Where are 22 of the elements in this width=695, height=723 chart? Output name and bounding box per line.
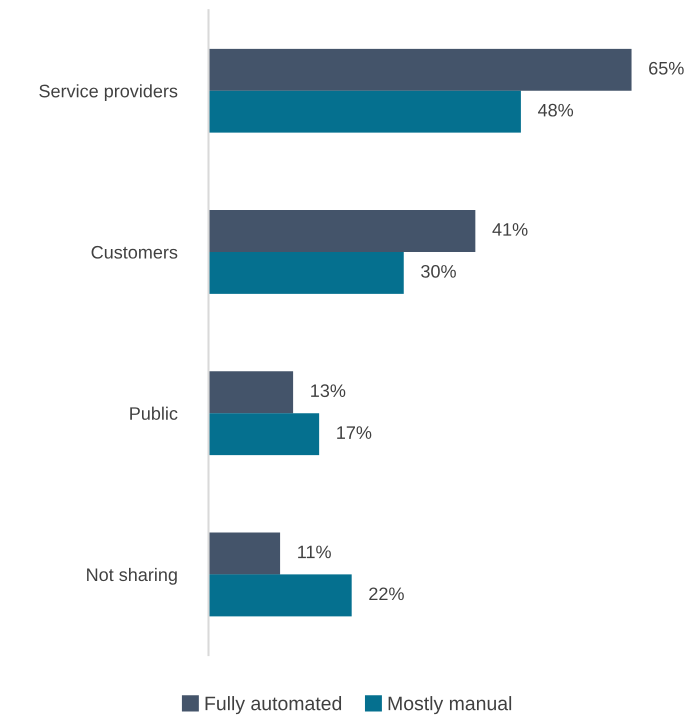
data-label: 17% bbox=[337, 426, 372, 439]
y-tick-label: Public bbox=[130, 406, 178, 420]
data-label: 11% bbox=[298, 546, 331, 558]
bar bbox=[208, 48, 632, 91]
bar bbox=[208, 252, 404, 294]
bar bbox=[208, 413, 320, 456]
y-tick-label: Customers bbox=[92, 246, 178, 259]
data-label: 22% bbox=[369, 587, 404, 600]
data-label: 13% bbox=[311, 384, 346, 398]
data-label: 65% bbox=[649, 62, 684, 75]
data-label: 30% bbox=[421, 264, 456, 278]
data-label: 48% bbox=[538, 104, 574, 117]
y-tick-label: Not sharing bbox=[87, 568, 177, 585]
bar bbox=[208, 90, 521, 133]
legend-label: Mostly manual bbox=[388, 696, 512, 714]
bar bbox=[208, 532, 280, 574]
legend-label: Fully automated bbox=[206, 696, 342, 714]
bar bbox=[208, 574, 352, 616]
bar bbox=[208, 210, 476, 252]
data-label: 41% bbox=[492, 223, 528, 236]
y-tick-label: Service providers bbox=[39, 84, 178, 102]
bar bbox=[208, 371, 294, 414]
